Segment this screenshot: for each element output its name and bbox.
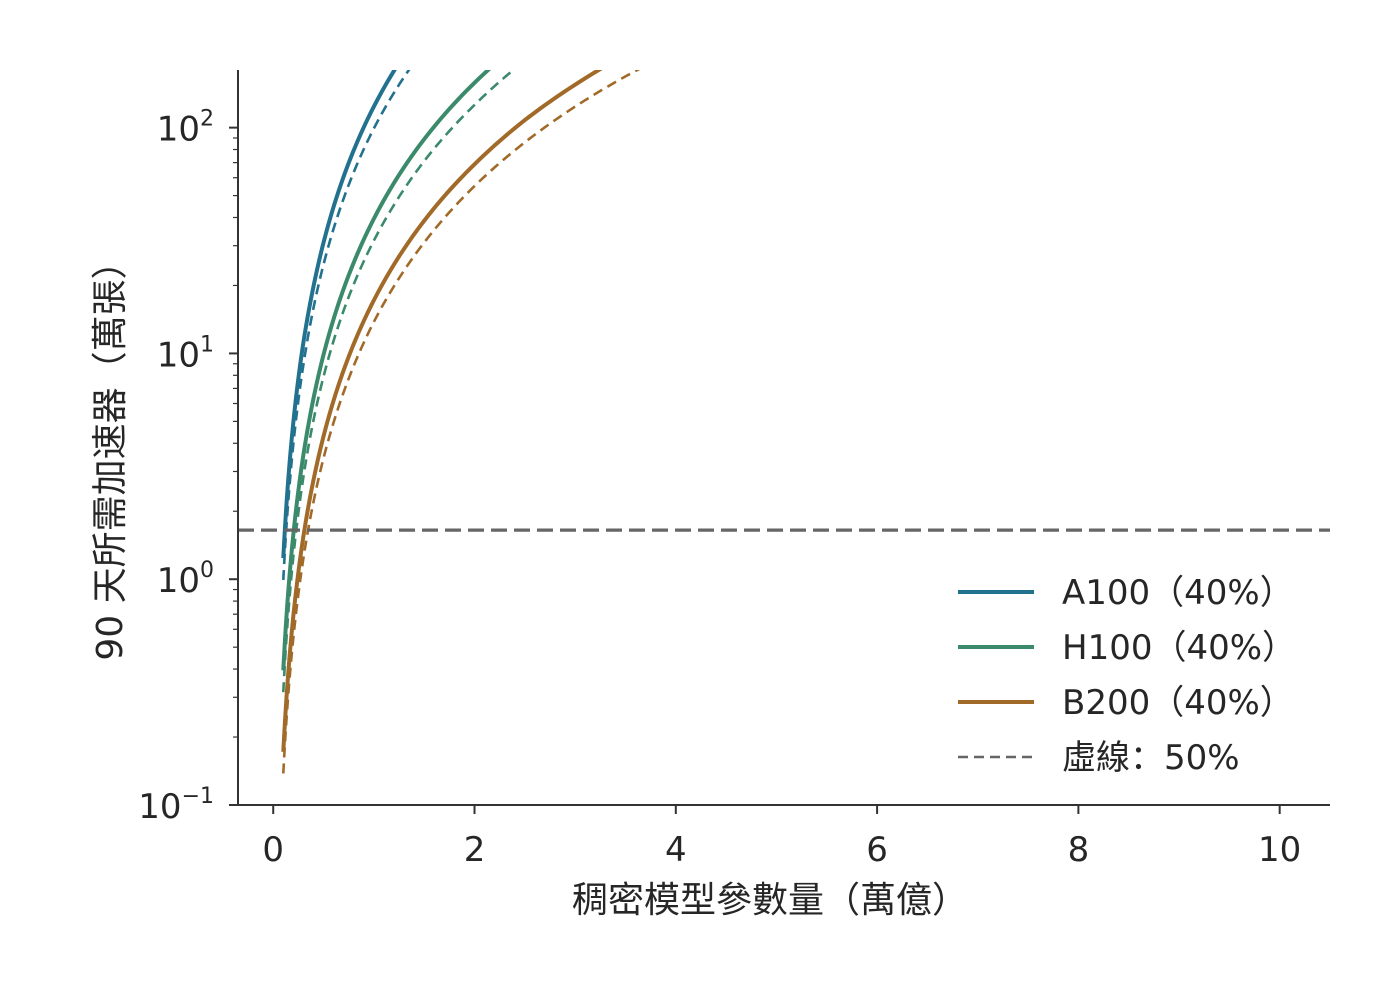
series-line-3	[281, 70, 516, 693]
x-tick-label-0: 0	[262, 830, 284, 870]
x-axis-title: 稠密模型參數量（萬億）	[572, 880, 968, 921]
x-tick-label-4: 8	[1068, 830, 1090, 870]
legend-label-1: H100（40%）	[1062, 628, 1296, 668]
series-line-1	[281, 70, 411, 581]
legend: A100（40%） H100（40%） B200（40%） 虛線：50%	[958, 573, 1296, 778]
x-tick-label-5: 10	[1258, 830, 1301, 870]
y-tick-label-0: 10−1	[138, 784, 214, 827]
series-line-0	[281, 70, 397, 559]
legend-label-2: B200（40%）	[1062, 683, 1294, 723]
x-tick-label-2: 4	[665, 830, 687, 870]
series-layer	[281, 70, 641, 774]
y-tick-label-3: 102	[157, 107, 214, 150]
axes-layer: 0 2 4 6 8 10 10−1 100 101 102	[138, 70, 1330, 870]
legend-label-3: 虛線：50%	[1062, 738, 1240, 778]
series-line-4	[281, 70, 603, 752]
legend-label-0: A100（40%）	[1062, 573, 1294, 613]
x-tick-label-3: 6	[866, 830, 888, 870]
series-line-5	[281, 70, 641, 774]
series-line-2	[281, 70, 492, 671]
y-tick-label-1: 100	[157, 558, 214, 601]
x-tick-label-1: 2	[464, 830, 486, 870]
y-axis-title: 90 天所需加速器（萬張）	[90, 243, 131, 660]
y-tick-label-2: 101	[157, 332, 214, 375]
